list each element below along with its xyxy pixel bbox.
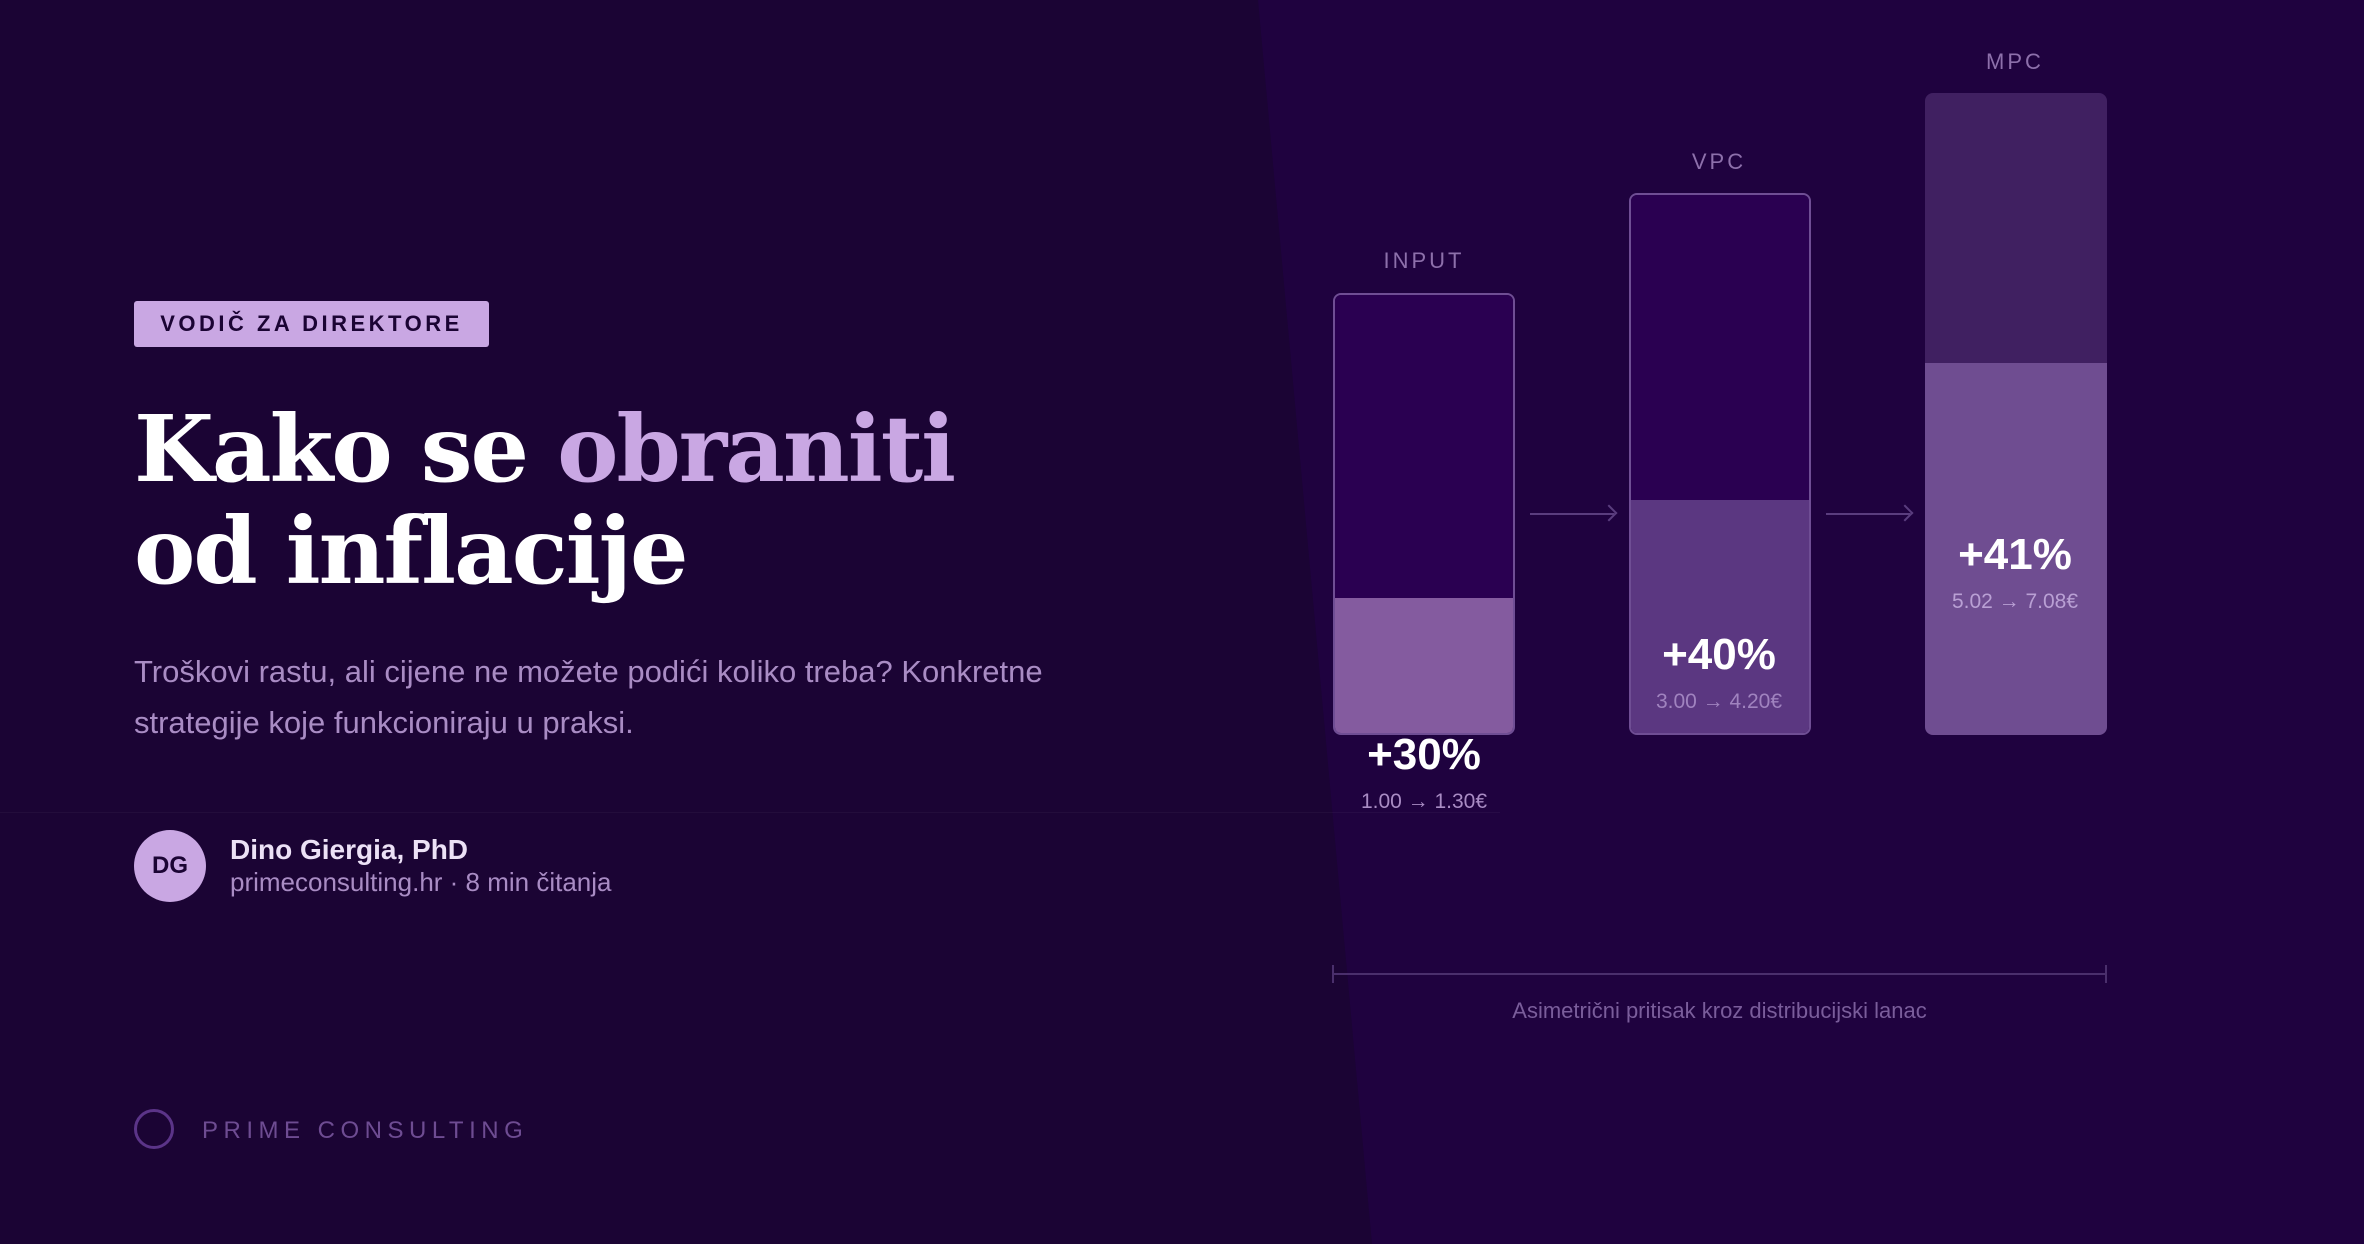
- column-label-mpc: MPC: [1986, 49, 2044, 74]
- bar-mpc-increase-segment: [1925, 363, 2107, 735]
- title-accent-word: obraniti: [557, 395, 956, 503]
- chart-caption: Asimetrični pritisak kroz distribucijski…: [1512, 998, 1927, 1023]
- column-increase-vpc: +40%: [1662, 630, 1776, 679]
- bar-vpc-base-segment: [1631, 195, 1809, 504]
- subtitle-line1: Troškovi rastu, ali cijene ne možete pod…: [134, 654, 1043, 689]
- bar-input-increase-segment: [1335, 598, 1513, 733]
- divider-line: [0, 812, 1500, 813]
- brand-logo-icon: [134, 1109, 174, 1149]
- axis-line: [1333, 973, 2106, 975]
- page-subtitle: Troškovi rastu, ali cijene ne možete pod…: [134, 646, 1134, 748]
- column-increase-input: +30%: [1367, 730, 1481, 779]
- column-increase-mpc: +41%: [1958, 530, 2072, 579]
- bar-mpc-base-segment: [1925, 93, 2107, 363]
- author-meta: primeconsulting.hr · 8 min čitanja: [230, 867, 612, 897]
- bar-vpc: [1629, 193, 1811, 735]
- arrow-right-icon: [1826, 513, 1910, 515]
- column-label-input: INPUT: [1383, 248, 1465, 273]
- subtitle-line2: strategije koje funkcioniraju u praksi.: [134, 705, 634, 740]
- author-avatar: DG: [134, 830, 206, 902]
- category-badge: VODIČ ZA DIREKTORE: [134, 301, 489, 347]
- bar-mpc: [1925, 93, 2107, 735]
- column-change-vpc: 3.00 → 4.20€: [1655, 690, 1783, 713]
- axis-tick-left: [1332, 965, 1334, 983]
- arrow-right-icon: [1530, 513, 1614, 515]
- column-change-mpc: 5.02 → 7.08€: [1951, 590, 2079, 613]
- column-label-vpc: VPC: [1691, 149, 1747, 174]
- page-title: Kako se obraniti od inflacije: [134, 395, 956, 605]
- title-line2: od inflacije: [134, 497, 688, 605]
- author-name: Dino Giergia, PhD: [230, 834, 469, 865]
- axis-tick-right: [2105, 965, 2107, 983]
- bar-input-base-segment: [1335, 295, 1513, 602]
- bar-input: [1333, 293, 1515, 735]
- title-line1-prefix: Kako se: [134, 395, 558, 503]
- bar-vpc-increase-segment: [1631, 500, 1809, 733]
- brand-name: PRIME CONSULTING: [202, 1117, 529, 1144]
- column-change-input: 1.00 → 1.30€: [1360, 790, 1488, 813]
